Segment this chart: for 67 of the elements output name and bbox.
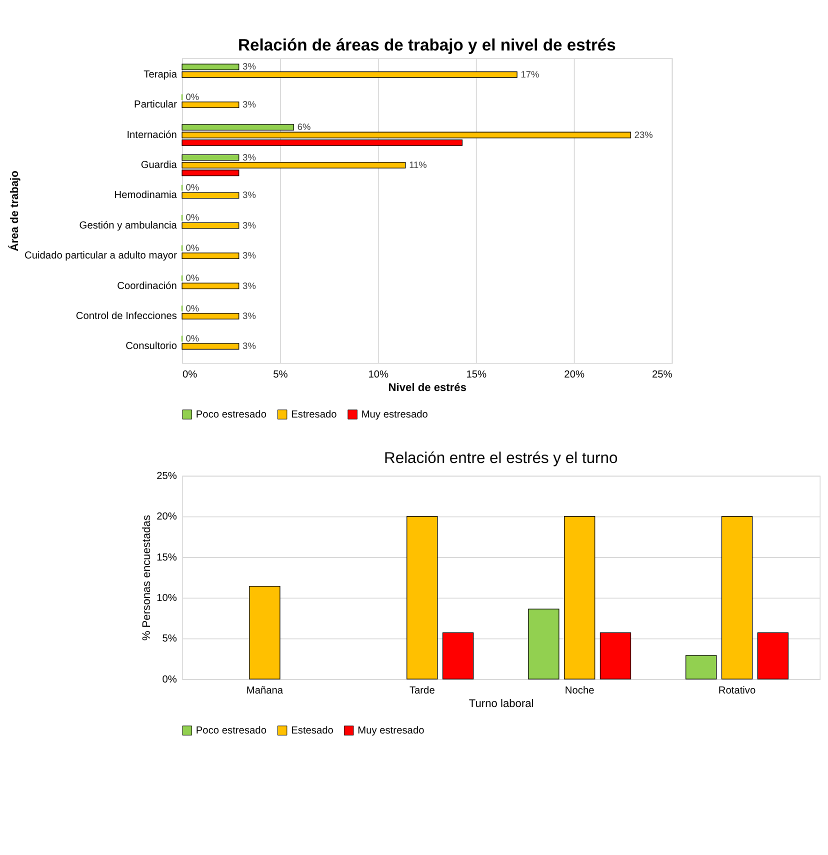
y-tick-label: Internación	[126, 130, 177, 141]
y-tick-label: Control de Infecciones	[76, 310, 177, 322]
x-axis-title: Turno laboral	[468, 698, 534, 710]
data-label: 3%	[242, 250, 256, 261]
legend-label: Muy estresado	[361, 409, 428, 420]
bar	[757, 632, 789, 680]
data-label: 3%	[242, 310, 256, 321]
bar	[600, 632, 632, 680]
legend-label: Poco estresado	[196, 409, 267, 420]
data-label: 0%	[186, 92, 200, 102]
data-label: 17%	[520, 69, 540, 80]
data-label: 0%	[186, 182, 200, 192]
x-tick-label: 15%	[466, 369, 487, 380]
bar	[249, 586, 280, 680]
data-label: 0%	[186, 242, 200, 253]
y-tick-label: 10%	[156, 592, 177, 604]
data-label: 0%	[186, 333, 200, 344]
legend-label: Estresado	[291, 409, 338, 420]
x-tick-label: 0%	[182, 369, 198, 380]
data-label: 23%	[634, 130, 653, 140]
y-tick-label: Cuidado particular a adulto mayor	[24, 250, 178, 262]
data-label: 3%	[242, 280, 256, 291]
y-tick-label: Particular	[134, 100, 178, 111]
data-label: 3%	[242, 62, 256, 72]
x-tick-label: Tarde	[409, 685, 436, 696]
x-tick-label: Rotativo	[718, 685, 756, 696]
y-axis-title: % Personas encuestadas	[141, 514, 154, 641]
data-label: 3%	[242, 220, 256, 230]
legend-label: Estesado	[291, 725, 334, 736]
chart-title: Relación de áreas de trabajo y el nivel de estrés	[238, 36, 616, 55]
bar	[528, 608, 560, 680]
y-axis-title: Área de trabajo	[8, 170, 21, 252]
data-label: 0%	[186, 303, 200, 314]
y-tick-label: 25%	[156, 470, 177, 482]
y-tick-label: Gestión y ambulancia	[79, 220, 178, 232]
bar	[721, 516, 753, 680]
bar	[406, 516, 438, 680]
x-axis-title: Nivel de estrés	[388, 382, 467, 394]
x-tick-label: 5%	[273, 369, 288, 380]
x-tick-label: 10%	[368, 369, 389, 380]
data-label: 11%	[409, 160, 427, 170]
x-tick-label: Mañana	[246, 685, 284, 696]
x-tick-label: 25%	[652, 369, 672, 380]
x-tick-label: 20%	[564, 369, 584, 380]
y-tick-label: 5%	[162, 634, 177, 645]
y-tick-label: 20%	[156, 512, 177, 523]
y-tick-label: 15%	[156, 552, 177, 564]
y-tick-label: Consultorio	[126, 341, 178, 352]
y-tick-label: Terapia	[144, 69, 178, 80]
chart-title: Relación entre el estrés y el turno	[384, 450, 618, 467]
y-tick-label: 0%	[162, 674, 177, 686]
data-label: 3%	[242, 341, 256, 352]
data-label: 3%	[242, 152, 256, 162]
data-label: 6%	[297, 122, 311, 132]
y-tick-label: Hemodinamia	[114, 190, 178, 202]
data-label: 3%	[242, 190, 256, 200]
data-label: 0%	[186, 273, 200, 284]
y-tick-label: Guardia	[140, 160, 178, 171]
bar	[564, 516, 596, 680]
x-tick-label: Noche	[564, 685, 595, 696]
legend-label: Muy estresado	[358, 725, 425, 736]
bar	[686, 655, 717, 680]
bar	[442, 632, 474, 680]
y-tick-label: Coordinación	[117, 280, 177, 292]
legend-label: Poco estresado	[196, 725, 267, 736]
data-label: 3%	[242, 100, 256, 110]
data-label: 0%	[186, 212, 200, 223]
